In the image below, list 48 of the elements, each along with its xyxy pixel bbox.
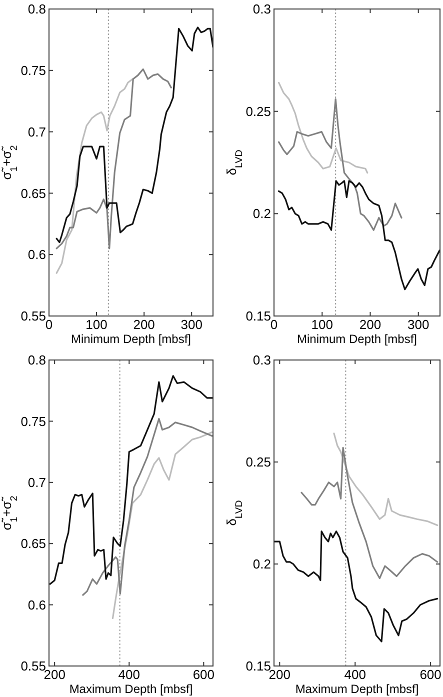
y-tick-label: 0.7 [28,124,46,140]
x-tick-label: 100 [311,317,333,332]
y-tick-label: 0.55 [20,308,46,324]
x-axis-title: Maximum Depth [mbsf] [295,682,419,696]
line-series [56,26,213,244]
x-axis-title: Minimum Depth [mbsf] [296,332,418,346]
y-tick-label: 0.15 [246,308,271,324]
x-tick-label: 0 [45,317,53,332]
y-tick-label: 0.2 [252,206,271,222]
line-series [278,180,440,290]
y-tick-label: 0.55 [20,658,46,674]
y-tick-label: 0.6 [28,597,46,612]
y-tick-label: 0.75 [20,414,46,429]
x-tick-label: 600 [420,667,442,682]
y-tick-label: 0.65 [20,186,46,201]
x-tick-label: 200 [133,317,155,332]
line-series [49,375,213,585]
y-tick-label: 0.2 [252,556,271,572]
x-axis-title: Maximum Depth [mbsf] [69,682,193,696]
y-tick-label: 0.8 [28,2,46,17]
y-tick-label: 0.3 [252,352,271,368]
y-tick-label: 0.75 [20,62,46,78]
x-tick-label: 400 [118,667,140,682]
x-tick-label: 300 [180,317,202,332]
x-tick-label: 600 [192,667,215,682]
x-tick-label: 0 [270,317,278,332]
y-tick-label: 0.3 [252,2,271,17]
line-series [278,98,402,231]
line-series [82,418,213,596]
y-tick-label: 0.8 [28,352,46,368]
line-series [300,446,438,580]
y-tick-label: 0.65 [20,536,46,552]
line-series [333,432,438,526]
x-axis-title: Minimum Depth [mbsf] [70,332,192,346]
y-tick-label: 0.25 [246,104,271,119]
x-tick-label: 200 [359,317,382,332]
x-tick-label: 300 [407,317,430,332]
y-tick-label: 0.15 [246,658,271,674]
line-series [112,431,213,620]
x-tick-label: 400 [344,667,366,682]
y-tick-label: 0.25 [246,454,271,470]
y-tick-label: 0.6 [28,247,46,262]
line-series [56,78,134,274]
line-series [278,82,368,174]
line-series [274,530,438,642]
x-tick-label: 100 [86,317,108,332]
line-series [56,68,172,250]
y-tick-label: 0.7 [28,474,46,490]
